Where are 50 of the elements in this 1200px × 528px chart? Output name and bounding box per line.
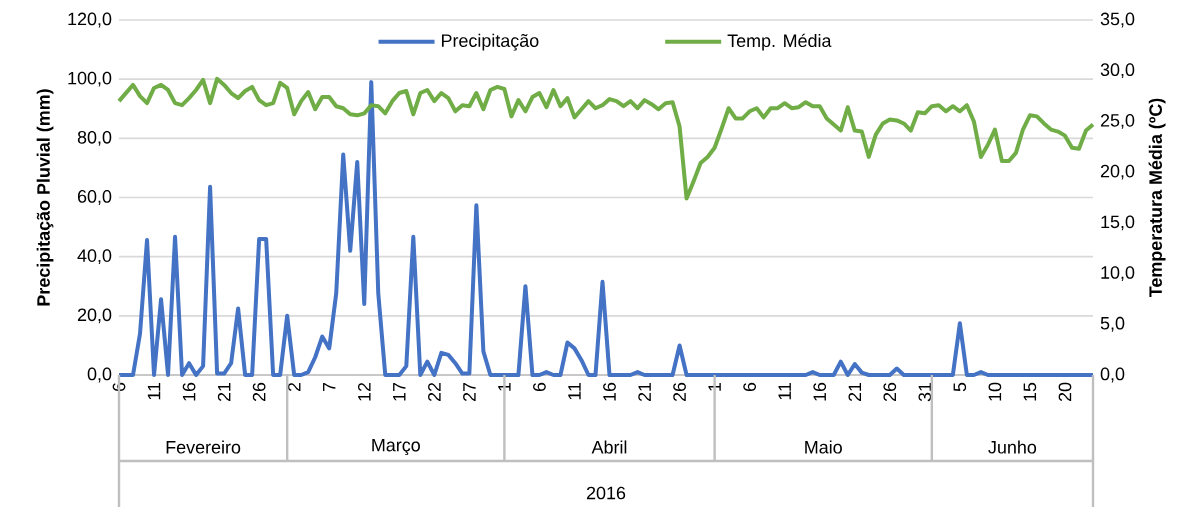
x-tick-label: 6 bbox=[743, 382, 757, 392]
text: Fevereiro bbox=[166, 440, 241, 454]
x-tick-label: 16 bbox=[603, 382, 616, 401]
x-tick-label: 6 bbox=[533, 382, 546, 392]
x-tick-label: 21 bbox=[638, 382, 651, 402]
x-tick-label: 26 bbox=[883, 382, 897, 402]
y-axis-title: Precipitação Pluvial (mm) bbox=[36, 89, 54, 306]
text: Junho bbox=[988, 440, 1037, 454]
x-tick-label: 2 bbox=[287, 382, 301, 392]
y-tick-label: 40,0 bbox=[77, 249, 112, 265]
y2-tick-label: 15,0 bbox=[1101, 215, 1135, 231]
y2-tick-label: 0,0 bbox=[1100, 367, 1125, 383]
x-tick-label: 11 bbox=[778, 382, 791, 400]
x-tick-label: 15 bbox=[1023, 382, 1037, 401]
x-tick-label: 5 bbox=[953, 382, 967, 392]
x-tick-label: 21 bbox=[217, 382, 231, 402]
x-tick-label: 7 bbox=[323, 382, 336, 392]
legend-label: Temp. Média bbox=[727, 33, 832, 51]
x-tick-label: 10 bbox=[988, 382, 1002, 401]
x-tick-label: 20 bbox=[1058, 382, 1072, 402]
text: Abril bbox=[591, 440, 627, 454]
legend-label: Precipitação bbox=[441, 33, 539, 51]
x-tick-label: 12 bbox=[357, 382, 371, 401]
x-tick-label: 26 bbox=[252, 382, 266, 402]
x-tick-label: 17 bbox=[393, 382, 406, 401]
y-tick-label: 0,0 bbox=[87, 367, 112, 383]
text: 2016 bbox=[586, 486, 626, 500]
y-tick-label: 20,0 bbox=[77, 308, 112, 324]
y2-tick-label: 20,0 bbox=[1100, 164, 1135, 180]
text: Maio bbox=[805, 440, 842, 454]
y2-axis-title: Temperatura Média (ºC) bbox=[1148, 98, 1166, 298]
y-tick-label: 80,0 bbox=[77, 130, 112, 146]
x-tick-label: 11 bbox=[147, 382, 161, 400]
text: Março bbox=[372, 438, 420, 456]
x-tick-label: 31 bbox=[918, 382, 932, 402]
y2-tick-label: 10,0 bbox=[1101, 266, 1135, 281]
x-tick-label: 11 bbox=[568, 382, 581, 400]
y2-tick-label: 5,0 bbox=[1100, 316, 1125, 332]
x-tick-label: 26 bbox=[673, 382, 686, 402]
y2-tick-label: 35,0 bbox=[1100, 12, 1135, 28]
y-tick-label: 60,0 bbox=[77, 190, 112, 205]
x-tick-label: 27 bbox=[463, 382, 476, 402]
x-tick-label: 22 bbox=[428, 382, 441, 402]
x-tick-label: 16 bbox=[813, 382, 827, 401]
y-tick-label: 120,0 bbox=[68, 12, 112, 28]
x-tick-label: 21 bbox=[848, 382, 862, 402]
y-tick-label: 100,0 bbox=[68, 71, 112, 87]
y2-tick-label: 25,0 bbox=[1100, 114, 1135, 129]
x-tick-label: 16 bbox=[182, 382, 196, 401]
y2-tick-label: 30,0 bbox=[1100, 63, 1135, 79]
